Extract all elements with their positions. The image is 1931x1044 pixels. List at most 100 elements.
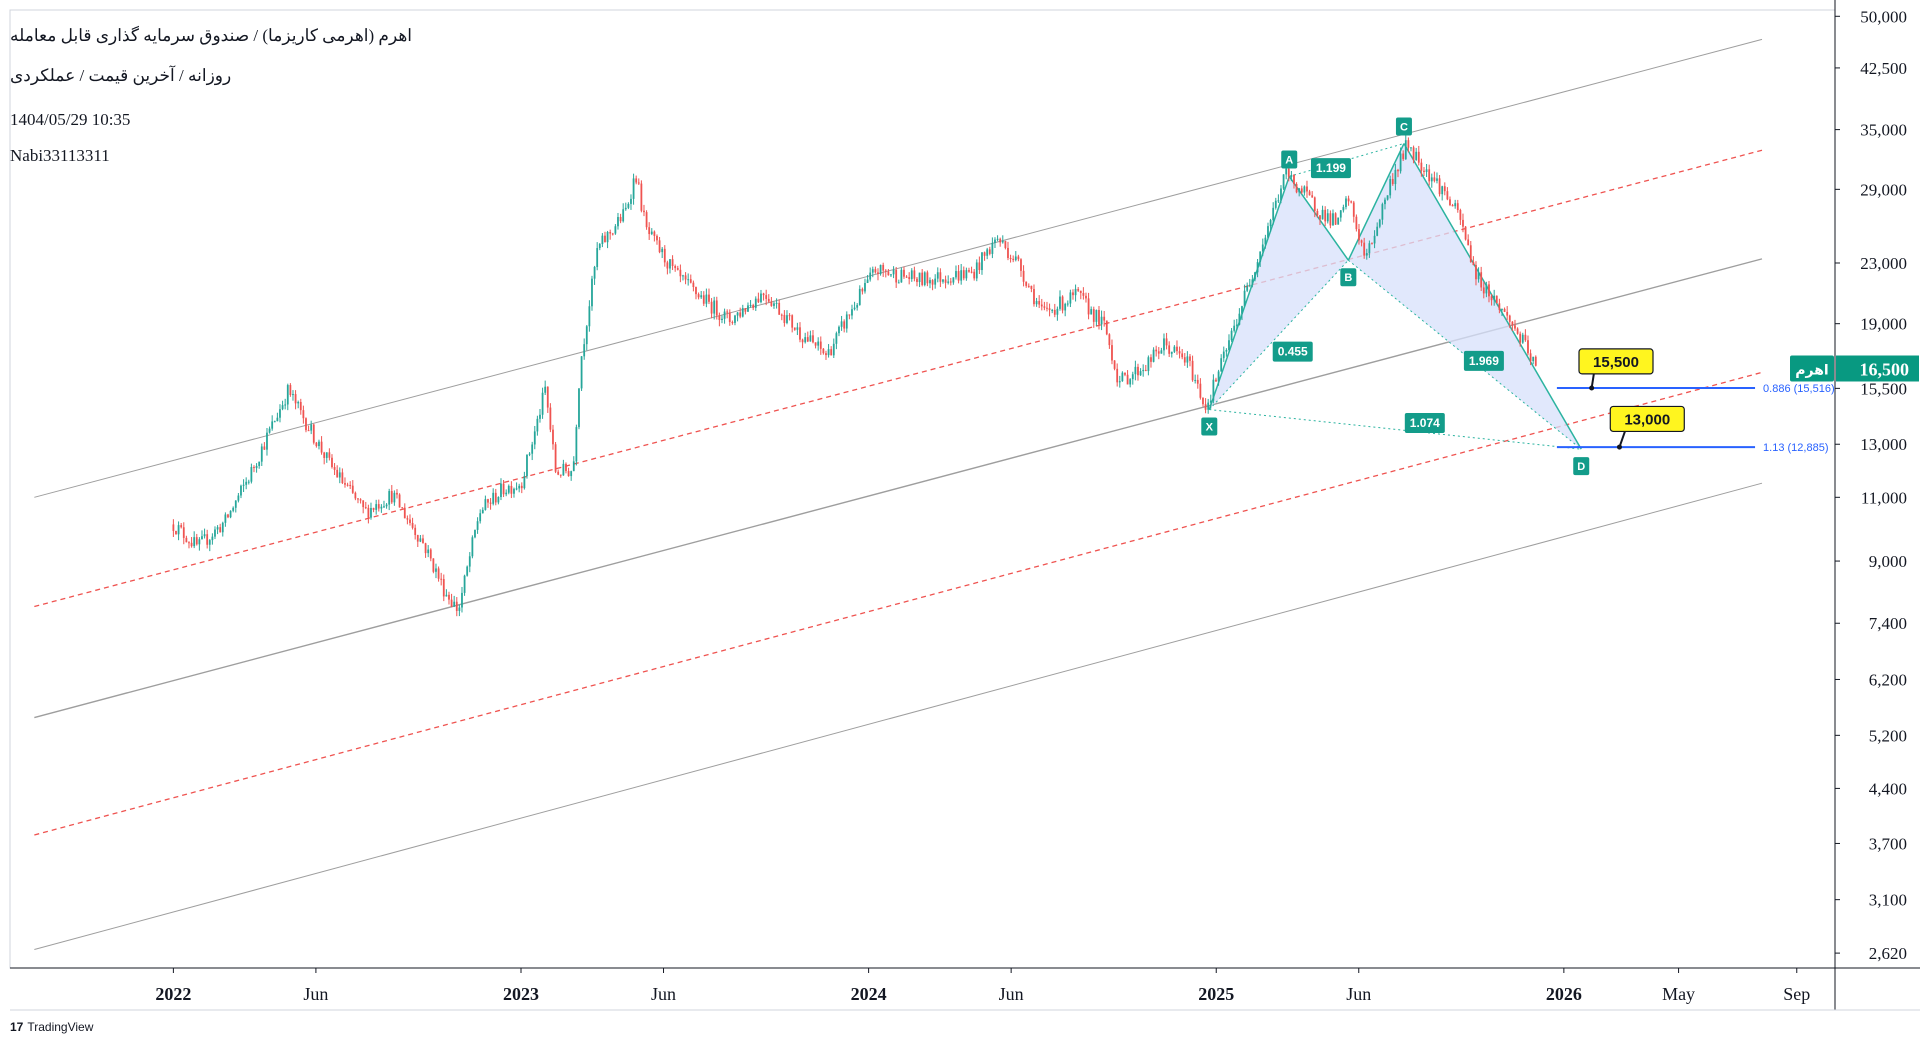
candle-body — [1126, 374, 1129, 385]
candle-body — [1412, 147, 1415, 160]
candle-body — [705, 294, 708, 304]
candle-body — [198, 539, 201, 545]
candle-body — [445, 594, 448, 597]
candle-body — [419, 538, 422, 542]
candle-body — [773, 303, 775, 306]
candle-body — [918, 272, 921, 283]
candle-body — [1306, 186, 1308, 192]
candle-body — [414, 527, 417, 536]
candle-body — [585, 326, 588, 345]
candle-body — [1040, 304, 1043, 307]
candle-body — [879, 264, 882, 275]
candle-body — [741, 308, 744, 317]
candle-body — [674, 266, 677, 269]
candle-body — [245, 481, 248, 485]
candle-body — [1178, 351, 1181, 354]
candle-body — [188, 542, 190, 544]
candle-body — [442, 579, 445, 597]
candle-body — [276, 417, 279, 422]
candle-body — [1495, 295, 1498, 304]
candle-body — [494, 492, 497, 503]
tradingview-logo[interactable]: 17 TradingView — [10, 1020, 93, 1034]
candle-body — [1147, 357, 1150, 372]
pattern-point-label: D — [1577, 461, 1585, 473]
candle-body — [1329, 213, 1332, 226]
candle-body — [520, 485, 523, 489]
candle-body — [1092, 309, 1095, 322]
candle-body — [1230, 330, 1233, 341]
candle-body — [910, 270, 913, 280]
candle-body — [320, 441, 323, 453]
pattern-ratio-badge — [1310, 158, 1351, 179]
candle-body — [645, 212, 648, 228]
candle-body — [754, 298, 757, 308]
candle-body — [1144, 369, 1147, 372]
candle-body — [546, 386, 549, 408]
candle-body — [281, 405, 284, 410]
candle-body — [757, 298, 760, 303]
candle-body — [463, 575, 466, 593]
candle-body — [440, 578, 443, 580]
candle-body — [175, 530, 177, 535]
callout-text: 15,500 — [1593, 354, 1639, 371]
candle-body — [666, 262, 669, 269]
y-tick-label: 4,400 — [1869, 779, 1907, 798]
candle-body — [978, 262, 981, 271]
candle-body — [357, 498, 359, 500]
candle-body — [424, 543, 427, 554]
candle-body — [331, 457, 333, 468]
candle-body — [1311, 195, 1314, 198]
candle-body — [858, 288, 861, 305]
candle-body — [983, 252, 986, 256]
candle-body — [219, 527, 222, 533]
candle-body — [1462, 219, 1464, 227]
candle-body — [1319, 215, 1321, 220]
candle-body — [1324, 209, 1327, 222]
candle-body — [697, 294, 700, 298]
y-tick-label: 7,400 — [1869, 614, 1907, 633]
candle-body — [1425, 169, 1428, 172]
candle-body — [1521, 334, 1524, 343]
candle-body — [1339, 210, 1342, 218]
candle-body — [682, 275, 684, 277]
candle-body — [453, 601, 456, 607]
candle-body — [929, 280, 931, 284]
candle-body — [874, 269, 877, 273]
candle-body — [882, 264, 885, 271]
candle-body — [809, 335, 812, 342]
candle-body — [559, 474, 562, 476]
y-tick-label: 19,000 — [1860, 315, 1907, 334]
candle-body — [663, 248, 666, 263]
candle-body — [338, 472, 341, 478]
candle-body — [838, 326, 840, 334]
candle-body — [489, 502, 492, 504]
y-tick-label: 2,620 — [1869, 944, 1907, 963]
candle-body — [944, 279, 947, 283]
candle-body — [871, 269, 874, 273]
candle-body — [1204, 404, 1207, 410]
candle-body — [1438, 178, 1441, 195]
candle-body — [214, 529, 216, 537]
candle-body — [253, 467, 255, 469]
candle-body — [957, 271, 960, 281]
candle-body — [377, 504, 380, 509]
candle-body — [1480, 272, 1483, 288]
candle-body — [185, 537, 188, 543]
candle-body — [318, 441, 320, 447]
candle-body — [788, 315, 791, 317]
candle-body — [1095, 309, 1098, 322]
candle-body — [1215, 379, 1217, 382]
candle-body — [458, 607, 461, 611]
candle-body — [617, 217, 619, 227]
candle-body — [305, 418, 307, 431]
candle-body — [822, 348, 825, 354]
candle-body — [1108, 334, 1111, 346]
candle-body — [325, 452, 328, 458]
candle-body — [567, 471, 570, 477]
candle-body — [1074, 288, 1077, 296]
candle-body — [474, 529, 476, 538]
candle-body — [1235, 324, 1238, 326]
candle-body — [429, 549, 432, 559]
candle-body — [502, 483, 505, 495]
